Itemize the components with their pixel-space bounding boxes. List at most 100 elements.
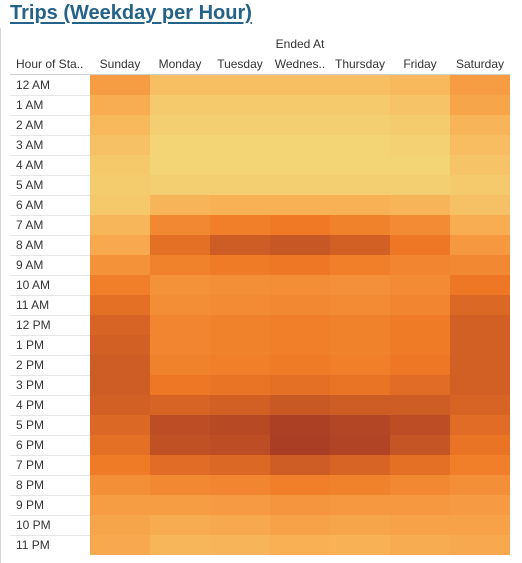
heatmap-cell[interactable]	[150, 175, 210, 195]
heatmap-cell[interactable]	[330, 295, 390, 315]
heatmap-cell[interactable]	[450, 455, 510, 475]
heatmap-cell[interactable]	[450, 275, 510, 295]
heatmap-cell[interactable]	[150, 275, 210, 295]
heatmap-cell[interactable]	[210, 235, 270, 255]
heatmap-cell[interactable]	[330, 215, 390, 235]
heatmap-cell[interactable]	[210, 135, 270, 155]
heatmap-cell[interactable]	[390, 155, 450, 175]
heatmap-cell[interactable]	[90, 495, 150, 515]
heatmap-cell[interactable]	[390, 255, 450, 275]
heatmap-cell[interactable]	[150, 155, 210, 175]
heatmap-cell[interactable]	[390, 95, 450, 115]
heatmap-cell[interactable]	[270, 75, 330, 95]
heatmap-cell[interactable]	[270, 455, 330, 475]
heatmap-cell[interactable]	[450, 435, 510, 455]
heatmap-cell[interactable]	[90, 255, 150, 275]
heatmap-cell[interactable]	[90, 135, 150, 155]
heatmap-cell[interactable]	[270, 195, 330, 215]
heatmap-cell[interactable]	[270, 375, 330, 395]
heatmap-cell[interactable]	[150, 375, 210, 395]
heatmap-cell[interactable]	[210, 95, 270, 115]
heatmap-cell[interactable]	[330, 415, 390, 435]
heatmap-cell[interactable]	[150, 75, 210, 95]
heatmap-cell[interactable]	[450, 295, 510, 315]
heatmap-cell[interactable]	[90, 195, 150, 215]
heatmap-cell[interactable]	[210, 255, 270, 275]
heatmap-cell[interactable]	[450, 315, 510, 335]
heatmap-cell[interactable]	[330, 175, 390, 195]
heatmap-cell[interactable]	[390, 315, 450, 335]
heatmap-cell[interactable]	[90, 275, 150, 295]
heatmap-cell[interactable]	[210, 295, 270, 315]
heatmap-cell[interactable]	[270, 535, 330, 555]
heatmap-cell[interactable]	[330, 515, 390, 535]
heatmap-cell[interactable]	[90, 395, 150, 415]
heatmap-cell[interactable]	[210, 115, 270, 135]
heatmap-cell[interactable]	[390, 75, 450, 95]
heatmap-cell[interactable]	[210, 475, 270, 495]
heatmap-cell[interactable]	[270, 355, 330, 375]
heatmap-cell[interactable]	[270, 215, 330, 235]
heatmap-cell[interactable]	[330, 395, 390, 415]
heatmap-cell[interactable]	[270, 335, 330, 355]
heatmap-cell[interactable]	[390, 175, 450, 195]
heatmap-cell[interactable]	[90, 215, 150, 235]
heatmap-cell[interactable]	[270, 175, 330, 195]
heatmap-cell[interactable]	[450, 135, 510, 155]
heatmap-cell[interactable]	[390, 495, 450, 515]
heatmap-cell[interactable]	[330, 235, 390, 255]
heatmap-cell[interactable]	[150, 95, 210, 115]
heatmap-cell[interactable]	[450, 175, 510, 195]
heatmap-cell[interactable]	[210, 175, 270, 195]
heatmap-cell[interactable]	[270, 295, 330, 315]
heatmap-cell[interactable]	[330, 375, 390, 395]
heatmap-cell[interactable]	[390, 115, 450, 135]
heatmap-cell[interactable]	[390, 195, 450, 215]
heatmap-cell[interactable]	[90, 95, 150, 115]
heatmap-cell[interactable]	[150, 515, 210, 535]
heatmap-cell[interactable]	[150, 435, 210, 455]
heatmap-cell[interactable]	[390, 515, 450, 535]
heatmap-cell[interactable]	[150, 475, 210, 495]
heatmap-cell[interactable]	[450, 475, 510, 495]
heatmap-cell[interactable]	[330, 75, 390, 95]
heatmap-cell[interactable]	[90, 435, 150, 455]
heatmap-cell[interactable]	[90, 115, 150, 135]
heatmap-cell[interactable]	[90, 315, 150, 335]
heatmap-cell[interactable]	[210, 195, 270, 215]
heatmap-cell[interactable]	[150, 135, 210, 155]
heatmap-cell[interactable]	[390, 395, 450, 415]
heatmap-cell[interactable]	[390, 355, 450, 375]
heatmap-cell[interactable]	[210, 435, 270, 455]
heatmap-cell[interactable]	[450, 495, 510, 515]
heatmap-cell[interactable]	[390, 215, 450, 235]
heatmap-cell[interactable]	[210, 375, 270, 395]
heatmap-cell[interactable]	[150, 335, 210, 355]
heatmap-cell[interactable]	[330, 255, 390, 275]
heatmap-cell[interactable]	[150, 195, 210, 215]
heatmap-cell[interactable]	[330, 495, 390, 515]
heatmap-cell[interactable]	[330, 355, 390, 375]
heatmap-cell[interactable]	[330, 95, 390, 115]
heatmap-cell[interactable]	[450, 415, 510, 435]
heatmap-cell[interactable]	[90, 375, 150, 395]
heatmap-cell[interactable]	[210, 215, 270, 235]
heatmap-cell[interactable]	[330, 455, 390, 475]
heatmap-cell[interactable]	[270, 115, 330, 135]
heatmap-cell[interactable]	[90, 235, 150, 255]
heatmap-cell[interactable]	[390, 475, 450, 495]
heatmap-cell[interactable]	[150, 115, 210, 135]
heatmap-cell[interactable]	[150, 495, 210, 515]
heatmap-cell[interactable]	[150, 255, 210, 275]
heatmap-cell[interactable]	[330, 535, 390, 555]
heatmap-cell[interactable]	[390, 415, 450, 435]
heatmap-cell[interactable]	[90, 335, 150, 355]
heatmap-cell[interactable]	[90, 75, 150, 95]
heatmap-cell[interactable]	[210, 75, 270, 95]
heatmap-cell[interactable]	[450, 535, 510, 555]
heatmap-cell[interactable]	[330, 155, 390, 175]
heatmap-cell[interactable]	[210, 515, 270, 535]
heatmap-cell[interactable]	[390, 135, 450, 155]
heatmap-cell[interactable]	[210, 155, 270, 175]
heatmap-cell[interactable]	[210, 335, 270, 355]
